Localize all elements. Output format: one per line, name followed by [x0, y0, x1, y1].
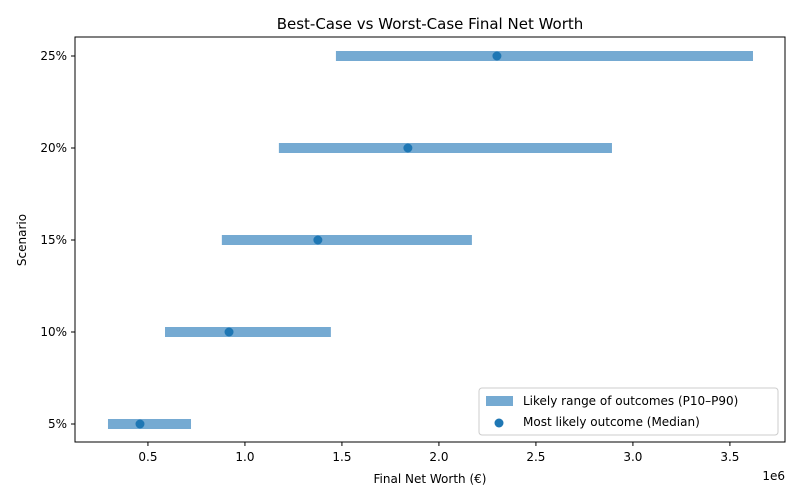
x-tick-label: 1.5 [332, 450, 351, 464]
range-bar [335, 51, 753, 61]
y-tick-label: 20% [40, 141, 67, 155]
y-tick-label: 25% [40, 49, 67, 63]
plot-area [107, 51, 753, 429]
range-bar [107, 419, 192, 429]
legend-median-marker [494, 418, 504, 428]
median-point [313, 235, 323, 245]
legend: Likely range of outcomes (P10–P90) Most … [478, 387, 779, 436]
x-tick-label: 3.0 [623, 450, 642, 464]
median-point [224, 327, 234, 337]
median-point [403, 143, 413, 153]
y-tick-label: 15% [40, 233, 67, 247]
chart-title: Best-Case vs Worst-Case Final Net Worth [277, 15, 584, 33]
legend-median-label: Most likely outcome (Median) [523, 415, 700, 429]
range-bar [165, 327, 331, 337]
y-tick-label: 10% [40, 325, 67, 339]
x-axis-label: Final Net Worth (€) [374, 472, 487, 486]
x-tick-label: 0.5 [138, 450, 157, 464]
median-point [135, 419, 145, 429]
y-axis-label: Scenario [15, 214, 29, 266]
x-tick-label: 1.0 [235, 450, 254, 464]
legend-range-swatch [486, 396, 513, 406]
x-tick-label: 2.0 [429, 450, 448, 464]
x-tick-label: 2.5 [526, 450, 545, 464]
range-bar [221, 235, 472, 245]
legend-range-label: Likely range of outcomes (P10–P90) [523, 394, 738, 408]
range-bar [278, 143, 612, 153]
y-tick-label: 5% [48, 417, 67, 431]
median-point [492, 51, 502, 61]
legend-frame [478, 387, 779, 436]
y-ticks: 5% 10% 15% 20% 25% [40, 49, 75, 431]
x-tick-label: 3.5 [720, 450, 739, 464]
x-ticks: 0.5 1.0 1.5 2.0 2.5 3.0 3.5 [138, 442, 739, 464]
x-offset-label: 1e6 [762, 469, 785, 483]
